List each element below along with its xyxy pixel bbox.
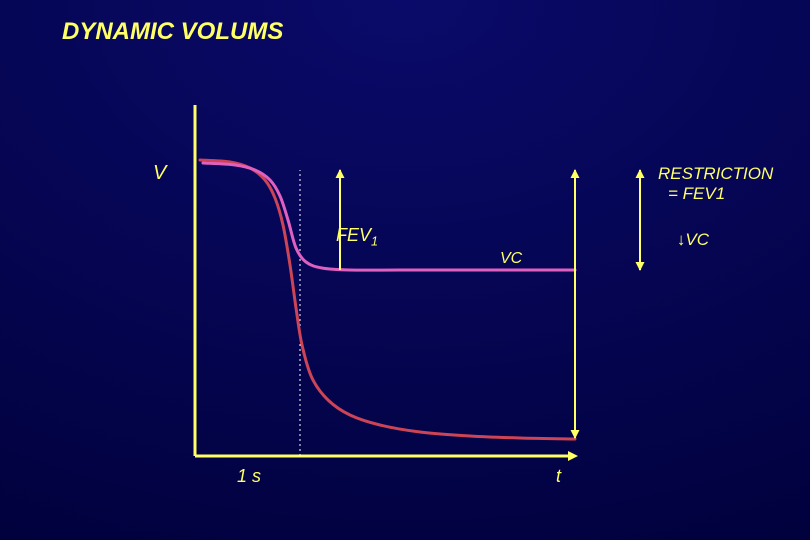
fev1-text: FEV [336, 225, 371, 245]
one-sec-label: 1 s [237, 466, 261, 487]
note-line2: = FEV1 [668, 184, 725, 204]
slide-title: DYNAMIC VOLUMS [62, 18, 283, 46]
fev1-sub: 1 [371, 235, 378, 249]
note-line3: ↓VC [658, 210, 709, 270]
vc-label: VC [500, 250, 522, 268]
note-line3-text: VC [685, 230, 709, 249]
y-axis-label: V [153, 162, 166, 185]
chart-svg [0, 0, 810, 540]
slide: DYNAMIC VOLUMS V FEV1 VC 1 s t RESTRICTI… [0, 0, 810, 540]
time-axis-label: t [556, 466, 561, 487]
fev1-label: FEV1 [316, 204, 378, 270]
note-line1: RESTRICTION [658, 164, 773, 184]
